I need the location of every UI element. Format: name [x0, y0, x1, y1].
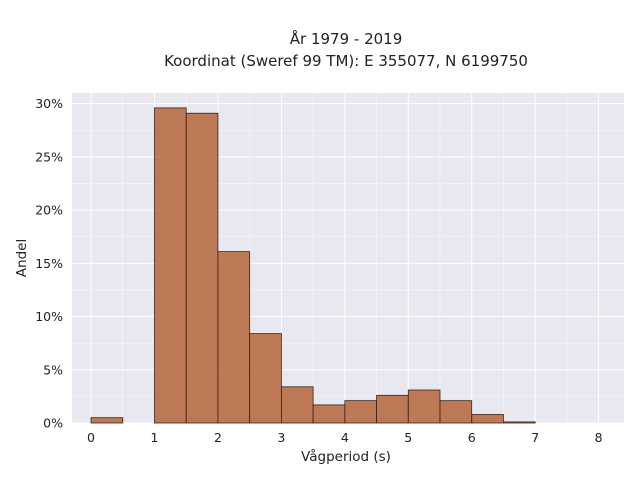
histogram-bar — [249, 333, 282, 424]
x-tick-label: 2 — [214, 430, 222, 445]
y-tick-label: 25% — [35, 149, 63, 164]
y-tick-label: 20% — [35, 203, 63, 218]
x-tick-label: 4 — [341, 430, 349, 445]
x-axis-label: Vågperiod (s) — [301, 448, 391, 465]
y-axis-ticks: 0% 5% 10% 15% 20% 25% 30% — [35, 96, 63, 430]
y-tick-label: 30% — [35, 96, 63, 111]
x-tick-label: 7 — [531, 430, 539, 445]
y-tick-label: 0% — [43, 416, 63, 431]
y-tick-label: 5% — [43, 362, 63, 377]
histogram-bar — [503, 421, 536, 424]
y-tick-label: 15% — [35, 256, 63, 271]
x-tick-label: 1 — [151, 430, 159, 445]
histogram-bar — [154, 107, 187, 424]
histogram-bar — [407, 389, 441, 424]
x-tick-label: 3 — [277, 430, 285, 445]
histogram-bar — [344, 400, 377, 424]
histogram-bar — [90, 417, 124, 424]
chart-title-line-1: År 1979 - 2019 — [290, 29, 403, 48]
chart-title-line-2: Koordinat (Sweref 99 TM): E 355077, N 61… — [164, 52, 528, 70]
y-axis-label: Andel — [14, 239, 30, 277]
x-tick-label: 6 — [468, 430, 476, 445]
histogram-bar — [312, 404, 346, 424]
y-tick-label: 10% — [35, 309, 63, 324]
x-tick-label: 0 — [87, 430, 95, 445]
histogram-bar — [471, 414, 504, 424]
histogram-bar — [217, 251, 251, 424]
histogram-bar — [185, 112, 219, 424]
histogram-bar — [376, 394, 409, 424]
x-tick-label: 5 — [404, 430, 412, 445]
histogram-bar — [439, 400, 473, 424]
histogram-bars — [90, 107, 536, 424]
x-tick-label: 8 — [595, 430, 603, 445]
histogram-bar — [280, 386, 314, 424]
x-axis-ticks: 0 1 2 3 4 5 6 7 8 — [87, 430, 603, 445]
